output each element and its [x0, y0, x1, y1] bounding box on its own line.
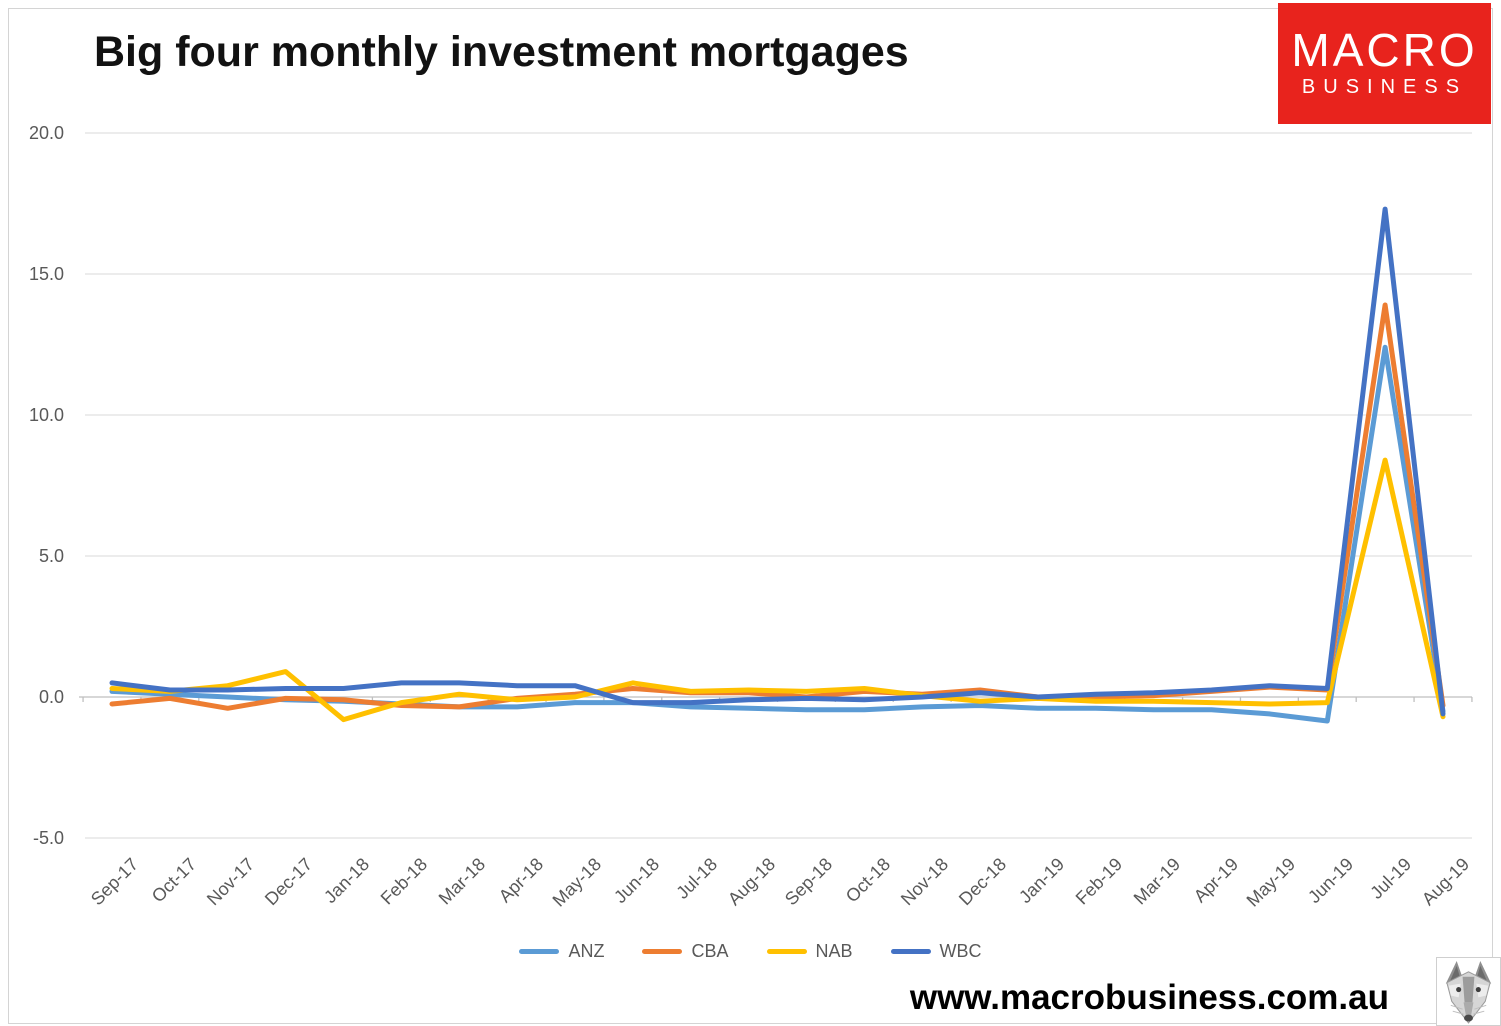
series-line-anz	[109, 344, 1446, 724]
legend-label: WBC	[939, 941, 982, 961]
legend-item-cba: CBA	[642, 941, 729, 962]
y-axis-label: 15.0	[28, 264, 64, 284]
legend-label: CBA	[691, 941, 729, 961]
macrobusiness-logo: MACRO BUSINESS	[1278, 3, 1491, 124]
legend-item-anz: ANZ	[519, 941, 604, 962]
legend-swatch-cba	[642, 949, 683, 954]
legend-swatch-nab	[766, 949, 807, 954]
legend-item-wbc: WBC	[890, 941, 982, 962]
legend-label: ANZ	[568, 941, 605, 961]
chart-title: Big four monthly investment mortgages	[94, 28, 909, 76]
legend-label: NAB	[815, 941, 853, 961]
legend-item-nab: NAB	[766, 941, 853, 962]
logo-text-macro: MACRO	[1291, 24, 1478, 76]
y-axis-label: -5.0	[32, 828, 64, 848]
series-line-wbc	[109, 206, 1446, 717]
y-axis-label: 0.0	[38, 687, 64, 707]
wolf-logo-image	[1436, 957, 1501, 1026]
legend: ANZ CBA NAB WBC	[0, 941, 1501, 962]
y-axis-label: 5.0	[38, 546, 64, 566]
footer-url-link[interactable]: www.macrobusiness.com.au	[909, 978, 1389, 1017]
logo-text-business: BUSINESS	[1301, 76, 1468, 98]
series-line-nab	[109, 457, 1446, 723]
y-axis-label: 10.0	[28, 405, 64, 425]
y-axis-label: 20.0	[28, 123, 64, 143]
legend-swatch-anz	[519, 949, 560, 954]
series-line-cba	[109, 302, 1446, 711]
legend-swatch-wbc	[890, 949, 931, 954]
